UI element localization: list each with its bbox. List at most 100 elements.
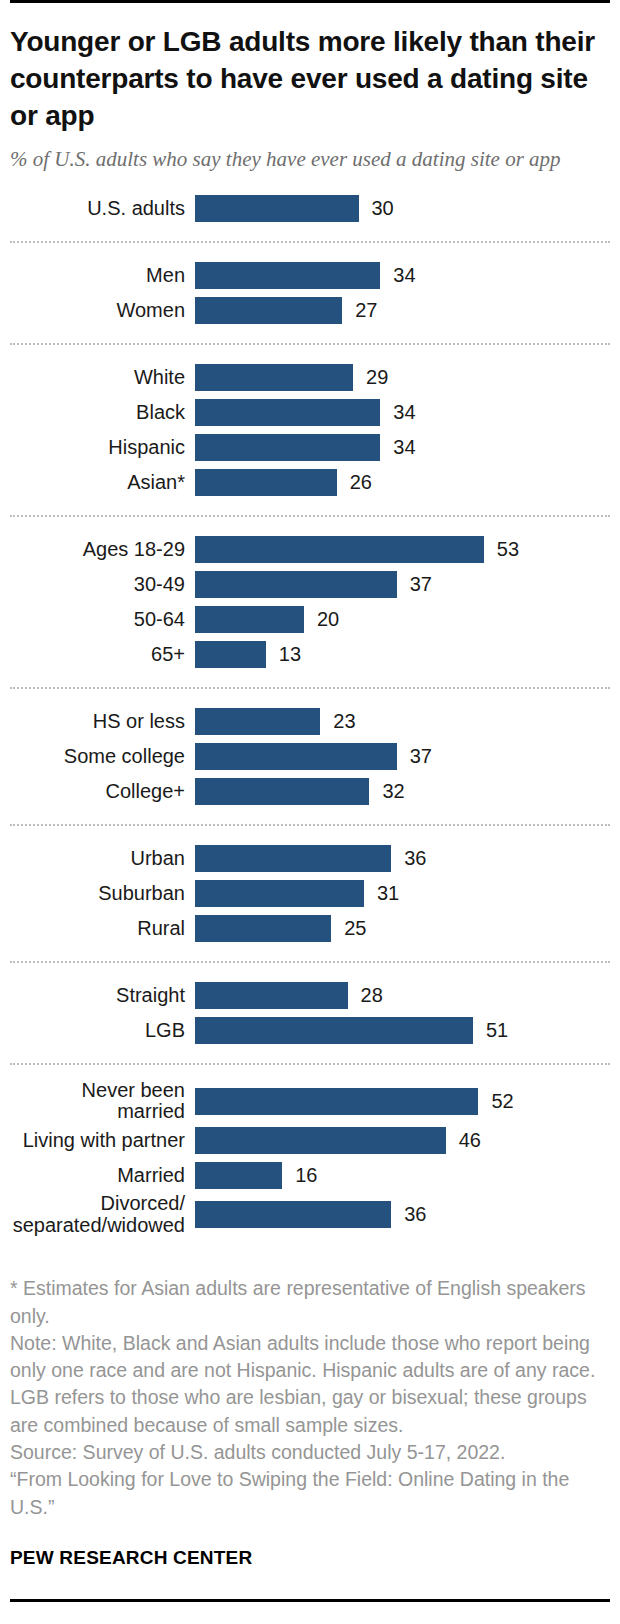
bar-row: Asian* 26 [10, 465, 610, 500]
bar [195, 297, 342, 324]
page-title: Younger or LGB adults more likely than t… [10, 24, 610, 135]
category-label: 30-49 [10, 574, 195, 596]
top-rule [10, 0, 610, 3]
bar [195, 364, 353, 391]
bar [195, 641, 266, 668]
category-label: Black [10, 402, 195, 424]
value-label: 37 [410, 745, 432, 768]
bar [195, 743, 397, 770]
bar-row: Divorced/ separated/widowed36 [10, 1193, 610, 1236]
value-label: 29 [366, 366, 388, 389]
value-label: 20 [317, 608, 339, 631]
chart-section-marital-status: Never been married 52 Living with partner 4… [10, 1065, 610, 1251]
bar [195, 1088, 478, 1115]
footnote-line: * Estimates for Asian adults are represe… [10, 1275, 610, 1330]
chart-section-education: HS or less 23 Some college 37 College+ 32 [10, 689, 610, 824]
chart-section-sexual-orientation: Straight 28 LGB 51 [10, 963, 610, 1063]
chart-section-community: Urban36Suburban31Rural25 [10, 826, 610, 961]
bar [195, 1017, 473, 1044]
bar [195, 982, 348, 1009]
bar-row: White 29 [10, 360, 610, 395]
brand-signature: PEW RESEARCH CENTER [10, 1547, 610, 1569]
value-label: 31 [377, 882, 399, 905]
category-label: Some college [10, 746, 195, 768]
category-label: College+ [10, 781, 195, 803]
value-label: 36 [404, 1203, 426, 1226]
footnote-line: Note: White, Black and Asian adults incl… [10, 1330, 610, 1439]
bar [195, 434, 380, 461]
bar [195, 880, 364, 907]
bar [195, 915, 331, 942]
category-label: Men [10, 265, 195, 287]
bar-row: Hispanic 34 [10, 430, 610, 465]
bar-row: U.S. adults30 [10, 191, 610, 226]
report-card: Younger or LGB adults more likely than t… [0, 0, 620, 1602]
bar-row: 65+ 13 [10, 637, 610, 672]
bar [195, 1127, 446, 1154]
footnote-line: “From Looking for Love to Swiping the Fi… [10, 1466, 610, 1521]
bar-row: Straight 28 [10, 978, 610, 1013]
value-label: 46 [459, 1129, 481, 1152]
value-label: 23 [333, 710, 355, 733]
bar [195, 262, 380, 289]
bar [195, 1201, 391, 1228]
value-label: 32 [382, 780, 404, 803]
category-label: Living with partner [10, 1130, 195, 1152]
value-label: 16 [295, 1164, 317, 1187]
bar-row: Black34 [10, 395, 610, 430]
category-label: Women [10, 300, 195, 322]
value-label: 30 [372, 197, 394, 220]
category-label: White [10, 367, 195, 389]
value-label: 34 [393, 436, 415, 459]
bar-row: Urban 36 [10, 841, 610, 876]
category-label: Hispanic [10, 437, 195, 459]
chart-section-race-ethnicity: White 29 Black34 Hispanic 34 Asian* 26 [10, 345, 610, 515]
value-label: 53 [497, 538, 519, 561]
chart-section-overall: U.S. adults30 [10, 176, 610, 241]
category-label: Urban [10, 848, 195, 870]
value-label: 36 [404, 847, 426, 870]
footnotes: * Estimates for Asian adults are represe… [10, 1275, 610, 1521]
category-label: Married [10, 1165, 195, 1187]
category-label: LGB [10, 1020, 195, 1042]
category-label: HS or less [10, 711, 195, 733]
chart-section-gender: Men34 Women 27 [10, 243, 610, 343]
category-label: Rural [10, 918, 195, 940]
value-label: 28 [361, 984, 383, 1007]
bar [195, 1162, 282, 1189]
bar [195, 606, 304, 633]
bottom-rule [10, 1599, 610, 1602]
value-label: 37 [410, 573, 432, 596]
bar-row: Women 27 [10, 293, 610, 328]
value-label: 13 [279, 643, 301, 666]
bar-row: HS or less 23 [10, 704, 610, 739]
category-label: Suburban [10, 883, 195, 905]
bar [195, 778, 369, 805]
bar-row: Married 16 [10, 1158, 610, 1193]
category-label: Asian* [10, 472, 195, 494]
category-label: Never been married [10, 1080, 195, 1123]
bar-chart: U.S. adults30Men34Women27White29Black34H… [10, 176, 610, 1251]
value-label: 52 [491, 1090, 513, 1113]
bar-row: 50-64 20 [10, 602, 610, 637]
bar-row: College+ 32 [10, 774, 610, 809]
category-label: 50-64 [10, 609, 195, 631]
bar-row: Men34 [10, 258, 610, 293]
bar-row: 30-49 37 [10, 567, 610, 602]
value-label: 51 [486, 1019, 508, 1042]
footnote-line: Source: Survey of U.S. adults conducted … [10, 1439, 610, 1466]
value-label: 26 [350, 471, 372, 494]
chart-subtitle: % of U.S. adults who say they have ever … [10, 145, 610, 174]
bar [195, 469, 337, 496]
bar [195, 399, 380, 426]
bar [195, 536, 484, 563]
bar-row: Never been married 52 [10, 1080, 610, 1123]
bar-row: Living with partner 46 [10, 1123, 610, 1158]
bar [195, 571, 397, 598]
bar-row: Suburban 31 [10, 876, 610, 911]
category-label: 65+ [10, 644, 195, 666]
chart-section-age: Ages 18-295330-493750-642065+13 [10, 517, 610, 687]
bar [195, 708, 320, 735]
value-label: 27 [355, 299, 377, 322]
category-label: Straight [10, 985, 195, 1007]
